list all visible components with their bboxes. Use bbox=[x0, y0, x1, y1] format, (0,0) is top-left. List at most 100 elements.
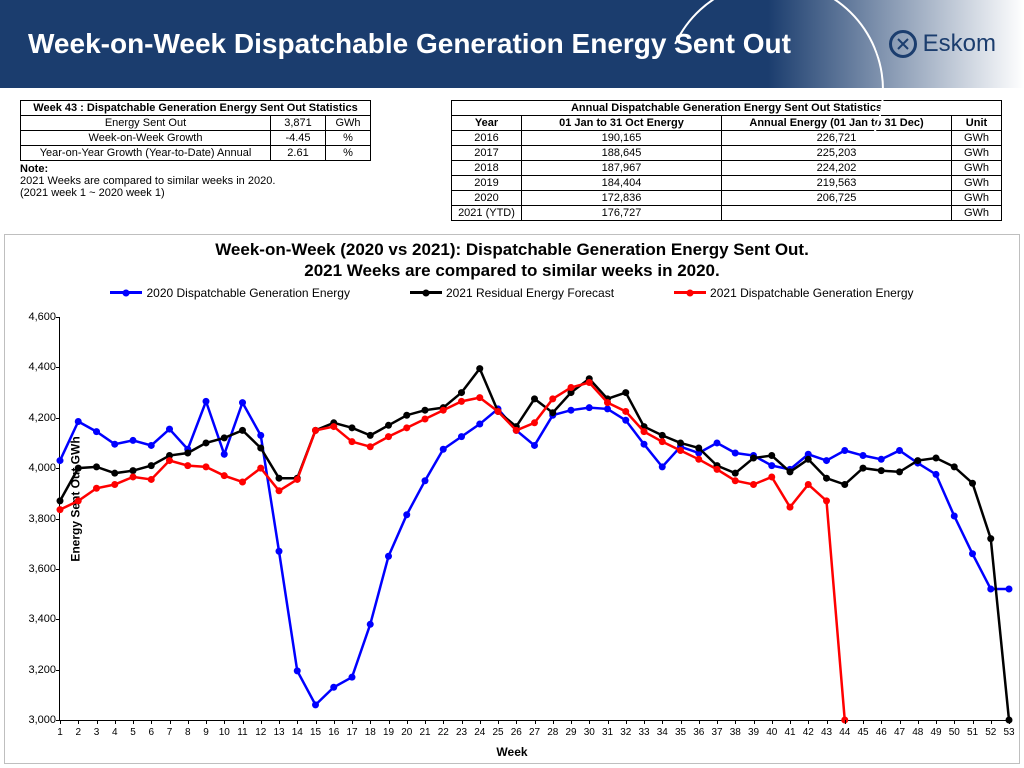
x-tick-label: 8 bbox=[185, 727, 191, 738]
x-tick-label: 28 bbox=[547, 727, 558, 738]
legend-item: 2021 Residual Energy Forecast bbox=[410, 286, 614, 300]
y-tick-label: 4,400 bbox=[18, 361, 56, 373]
x-tick-label: 50 bbox=[949, 727, 960, 738]
y-tick-label: 3,400 bbox=[18, 613, 56, 625]
x-tick-label: 3 bbox=[94, 727, 100, 738]
annual-table-block: Annual Dispatchable Generation Energy Se… bbox=[451, 100, 1002, 221]
annual-table-caption: Annual Dispatchable Generation Energy Se… bbox=[452, 101, 1002, 116]
x-tick-label: 53 bbox=[1003, 727, 1014, 738]
x-tick-label: 18 bbox=[365, 727, 376, 738]
x-tick-label: 17 bbox=[346, 727, 357, 738]
x-tick-label: 39 bbox=[748, 727, 759, 738]
x-tick-label: 49 bbox=[930, 727, 941, 738]
annual-stats-table: Annual Dispatchable Generation Energy Se… bbox=[451, 100, 1002, 221]
x-tick-label: 27 bbox=[529, 727, 540, 738]
x-tick-label: 21 bbox=[419, 727, 430, 738]
y-tick-label: 3,200 bbox=[18, 664, 56, 676]
table-row: 2021 (YTD)176,727GWh bbox=[452, 206, 1002, 221]
x-tick-label: 26 bbox=[511, 727, 522, 738]
chart-plot-area: 3,0003,2003,4003,6003,8004,0004,2004,400… bbox=[59, 317, 1009, 721]
x-tick-label: 12 bbox=[255, 727, 266, 738]
chart-xlabel: Week bbox=[496, 745, 527, 759]
table-row: 2019184,404219,563GWh bbox=[452, 176, 1002, 191]
eskom-logo-icon bbox=[889, 30, 917, 58]
x-tick-label: 46 bbox=[876, 727, 887, 738]
note-line-1: 2021 Weeks are compared to similar weeks… bbox=[20, 175, 275, 187]
x-tick-label: 22 bbox=[438, 727, 449, 738]
weekly-table-block: Week 43 : Dispatchable Generation Energy… bbox=[20, 100, 371, 199]
chart-title-line-2: 2021 Weeks are compared to similar weeks… bbox=[304, 261, 719, 280]
x-tick-label: 52 bbox=[985, 727, 996, 738]
y-tick-label: 4,200 bbox=[18, 412, 56, 424]
table-row: 2016190,165226,721GWh bbox=[452, 131, 1002, 146]
table-header: Year bbox=[452, 116, 522, 131]
y-tick-label: 3,600 bbox=[18, 563, 56, 575]
y-tick-label: 3,800 bbox=[18, 513, 56, 525]
chart-svg bbox=[60, 317, 1009, 720]
table-row: Energy Sent Out3,871GWh bbox=[21, 116, 371, 131]
x-tick-label: 29 bbox=[565, 727, 576, 738]
eskom-logo: Eskom bbox=[889, 30, 996, 58]
x-tick-label: 47 bbox=[894, 727, 905, 738]
x-tick-label: 7 bbox=[167, 727, 173, 738]
x-tick-label: 24 bbox=[474, 727, 485, 738]
x-tick-label: 2 bbox=[75, 727, 81, 738]
x-tick-label: 14 bbox=[292, 727, 303, 738]
x-tick-label: 41 bbox=[784, 727, 795, 738]
x-tick-label: 19 bbox=[383, 727, 394, 738]
x-tick-label: 38 bbox=[730, 727, 741, 738]
x-tick-label: 35 bbox=[675, 727, 686, 738]
note-label: Note: bbox=[20, 163, 48, 175]
y-tick-label: 4,600 bbox=[18, 311, 56, 323]
x-tick-label: 33 bbox=[638, 727, 649, 738]
chart-legend: 2020 Dispatchable Generation Energy 2021 … bbox=[5, 286, 1019, 300]
legend-item: 2021 Dispatchable Generation Energy bbox=[674, 286, 913, 300]
legend-item: 2020 Dispatchable Generation Energy bbox=[110, 286, 349, 300]
x-tick-label: 44 bbox=[839, 727, 850, 738]
x-tick-label: 34 bbox=[657, 727, 668, 738]
chart-title-line-1: Week-on-Week (2020 vs 2021): Dispatchabl… bbox=[215, 240, 809, 259]
eskom-logo-text: Eskom bbox=[923, 30, 996, 58]
weekly-table-note: Note: 2021 Weeks are compared to similar… bbox=[20, 163, 371, 199]
chart-title: Week-on-Week (2020 vs 2021): Dispatchabl… bbox=[5, 235, 1019, 282]
x-tick-label: 9 bbox=[203, 727, 209, 738]
x-tick-label: 31 bbox=[602, 727, 613, 738]
x-tick-label: 13 bbox=[273, 727, 284, 738]
y-tick-label: 3,000 bbox=[18, 714, 56, 726]
x-tick-label: 40 bbox=[766, 727, 777, 738]
x-tick-label: 20 bbox=[401, 727, 412, 738]
table-row: 2018187,967224,202GWh bbox=[452, 161, 1002, 176]
note-line-2: (2021 week 1 ~ 2020 week 1) bbox=[20, 187, 165, 199]
x-tick-label: 4 bbox=[112, 727, 118, 738]
x-tick-label: 45 bbox=[857, 727, 868, 738]
x-tick-label: 42 bbox=[803, 727, 814, 738]
table-header: Annual Energy (01 Jan to 31 Dec) bbox=[722, 116, 952, 131]
x-tick-label: 11 bbox=[237, 727, 247, 738]
weekly-table-caption: Week 43 : Dispatchable Generation Energy… bbox=[21, 101, 371, 116]
table-row: 2017188,645225,203GWh bbox=[452, 146, 1002, 161]
x-tick-label: 6 bbox=[148, 727, 154, 738]
tables-row: Week 43 : Dispatchable Generation Energy… bbox=[0, 88, 1024, 225]
x-tick-label: 43 bbox=[821, 727, 832, 738]
table-row: 2020172,836206,725GWh bbox=[452, 191, 1002, 206]
x-tick-label: 23 bbox=[456, 727, 467, 738]
x-tick-label: 32 bbox=[620, 727, 631, 738]
x-tick-label: 15 bbox=[310, 727, 321, 738]
x-tick-label: 51 bbox=[967, 727, 978, 738]
x-tick-label: 16 bbox=[328, 727, 339, 738]
x-tick-label: 10 bbox=[219, 727, 230, 738]
chart-container: Week-on-Week (2020 vs 2021): Dispatchabl… bbox=[4, 234, 1020, 764]
table-row: Week-on-Week Growth-4.45% bbox=[21, 131, 371, 146]
table-row: Year-on-Year Growth (Year-to-Date) Annua… bbox=[21, 146, 371, 161]
x-tick-label: 30 bbox=[584, 727, 595, 738]
x-tick-label: 48 bbox=[912, 727, 923, 738]
weekly-stats-table: Week 43 : Dispatchable Generation Energy… bbox=[20, 100, 371, 161]
x-tick-label: 5 bbox=[130, 727, 136, 738]
table-header: 01 Jan to 31 Oct Energy bbox=[522, 116, 722, 131]
page-title: Week-on-Week Dispatchable Generation Ene… bbox=[28, 28, 791, 60]
y-tick-label: 4,000 bbox=[18, 462, 56, 474]
table-header: Unit bbox=[952, 116, 1002, 131]
x-tick-label: 1 bbox=[57, 727, 63, 738]
x-tick-label: 37 bbox=[711, 727, 722, 738]
x-tick-label: 25 bbox=[492, 727, 503, 738]
